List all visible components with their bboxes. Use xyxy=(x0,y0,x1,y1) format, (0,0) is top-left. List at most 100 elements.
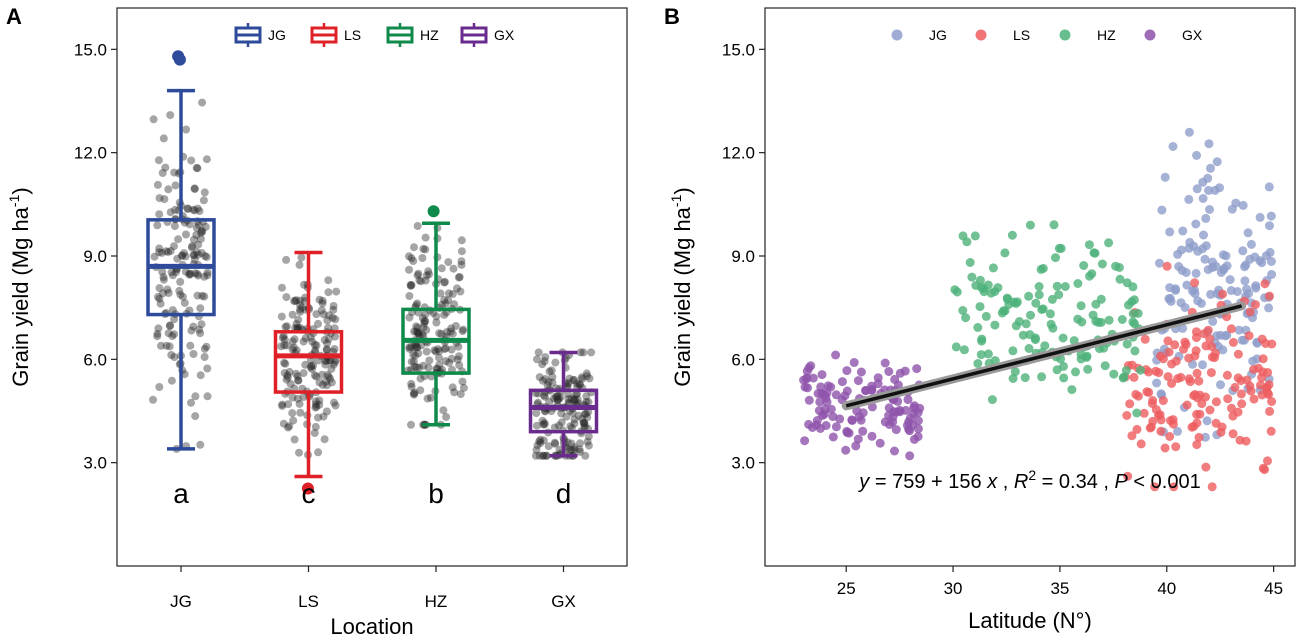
panel-b-point xyxy=(1180,303,1190,312)
panel-a-jitter-point xyxy=(324,276,333,285)
panel-a-y-tick-label: 6.0 xyxy=(83,350,107,369)
panel-a-jitter-point xyxy=(453,284,461,293)
panel-a-jitter-point xyxy=(544,442,553,451)
panel-b-point xyxy=(1246,239,1256,249)
panel-a-jitter-point xyxy=(331,332,340,341)
panel-a-jitter-point xyxy=(286,379,295,388)
panel-a-jitter-point xyxy=(200,292,209,301)
panel-a-significance-letter: c xyxy=(302,478,316,509)
panel-b-point xyxy=(800,436,810,446)
panel-b-point xyxy=(867,431,877,441)
panel-b-point xyxy=(1182,280,1192,290)
panel-a-jitter-point xyxy=(578,414,587,423)
panel-a-jitter-point xyxy=(330,398,338,407)
panel-a-jitter-point xyxy=(314,319,322,328)
panel-a-jitter-point xyxy=(189,350,198,358)
panel-a-jitter-point xyxy=(566,422,575,431)
panel-a-jitter-point xyxy=(420,317,429,326)
panel-b-point xyxy=(1148,396,1158,405)
panel-a-jitter-point xyxy=(430,346,439,355)
panel-b-point xyxy=(1104,315,1114,325)
panel-b-point xyxy=(895,368,905,378)
panel-b-point xyxy=(844,428,854,438)
svg-text:Grain yield(Mg ha-1): Grain yield(Mg ha-1) xyxy=(668,187,695,386)
panel-a-jitter-point xyxy=(416,374,425,383)
panel-a-jitter-point xyxy=(290,435,299,444)
panel-a-jitter-point xyxy=(323,370,332,379)
panel-a-jitter-point xyxy=(535,451,544,460)
panel-a-jitter-point xyxy=(185,306,194,315)
panel-a-jitter-point xyxy=(584,441,593,450)
panel-a-jitter-point xyxy=(158,169,167,177)
panel-a-jitter-point xyxy=(568,446,577,455)
panel-a-significance-letter: b xyxy=(428,478,444,509)
panel-a-jitter-point xyxy=(435,353,443,362)
panel-a-jitter-point xyxy=(200,353,209,361)
panel-a-jitter-point xyxy=(193,204,202,213)
panel-b-point xyxy=(1127,431,1137,441)
panel-b-point xyxy=(817,370,827,380)
panel-a-jitter-point xyxy=(309,361,318,370)
panel-a-jitter-point xyxy=(456,287,465,296)
panel-a-jitter-point xyxy=(170,330,179,339)
panel-a-jitter-point xyxy=(422,325,431,334)
panel-a-jitter-point xyxy=(576,348,585,357)
panel-b-point xyxy=(1251,281,1261,291)
panel-a-jitter-point xyxy=(172,268,180,277)
panel-a-jitter-point xyxy=(162,247,170,256)
panel-a-jitter-point xyxy=(454,342,463,351)
panel-b-point xyxy=(1264,291,1274,301)
panel-a-jitter-point xyxy=(414,269,423,278)
panel-b-point xyxy=(1250,300,1260,310)
panel-a-jitter-point xyxy=(575,447,584,456)
panel-a-jitter-point xyxy=(292,296,301,305)
panel-a-jitter-point xyxy=(538,416,547,425)
panel-a-jitter-point xyxy=(570,395,579,404)
panel-a-y-title-main: Grain yield xyxy=(8,282,33,387)
panel-a-jitter-point xyxy=(159,289,167,298)
panel-b-point xyxy=(1218,345,1228,355)
panel-a-jitter-point xyxy=(581,451,590,460)
panel-a-jitter-point xyxy=(190,185,199,193)
panel-a-jitter-point xyxy=(407,254,416,263)
panel-a-jitter-point xyxy=(421,233,430,242)
panel-b-point xyxy=(1173,374,1183,384)
panel-b-point xyxy=(1165,227,1175,237)
panel-a-jitter-point xyxy=(574,411,583,420)
panel-a-jitter-point xyxy=(423,394,432,403)
panel-a-jitter-point xyxy=(418,330,427,339)
panel-a-jitter-point xyxy=(168,306,177,315)
panel-b-point xyxy=(1243,228,1253,238)
panel-b-point xyxy=(973,323,983,332)
panel-b-point xyxy=(1096,317,1106,327)
panel-b-legend-label: HZ xyxy=(1097,27,1116,43)
panel-a-jitter-point xyxy=(155,294,164,303)
panel-b-point xyxy=(1046,319,1056,329)
panel-b-point xyxy=(1265,221,1274,231)
panel-b-point xyxy=(1266,211,1276,221)
panel-a-jitter-point xyxy=(435,329,444,338)
panel-b-point xyxy=(1200,254,1210,264)
panel-a-jitter-point xyxy=(583,413,592,422)
panel-b-point xyxy=(1189,421,1199,431)
panel-b-point xyxy=(1115,274,1125,284)
panel-b-point xyxy=(1173,426,1182,436)
panel-b-point xyxy=(1128,282,1138,292)
panel-a-jitter-point xyxy=(445,358,454,367)
panel-a-legend: JG LS HZ GX xyxy=(234,23,515,47)
panel-a-jitter-point xyxy=(415,363,424,372)
panel-a-jitter-point xyxy=(416,386,425,395)
panel-b-point xyxy=(867,402,877,412)
panel-a-jitter-point xyxy=(412,301,421,310)
panel-b-y-title: Grain yield(Mg ha-1) xyxy=(668,187,695,386)
panel-b-point xyxy=(973,359,983,368)
panel-a-jitter-point xyxy=(413,299,422,308)
panel-b-point xyxy=(1202,416,1212,426)
panel-a-jitter-point xyxy=(312,402,321,411)
panel-b-x-tick-label: 25 xyxy=(837,579,856,598)
panel-b-point xyxy=(1228,429,1238,439)
panel-a-jitter-point xyxy=(290,335,299,344)
panel-a-jitter-point xyxy=(441,299,450,308)
panel-b-point xyxy=(1262,382,1272,392)
panel-a-jitter-point xyxy=(539,436,548,445)
